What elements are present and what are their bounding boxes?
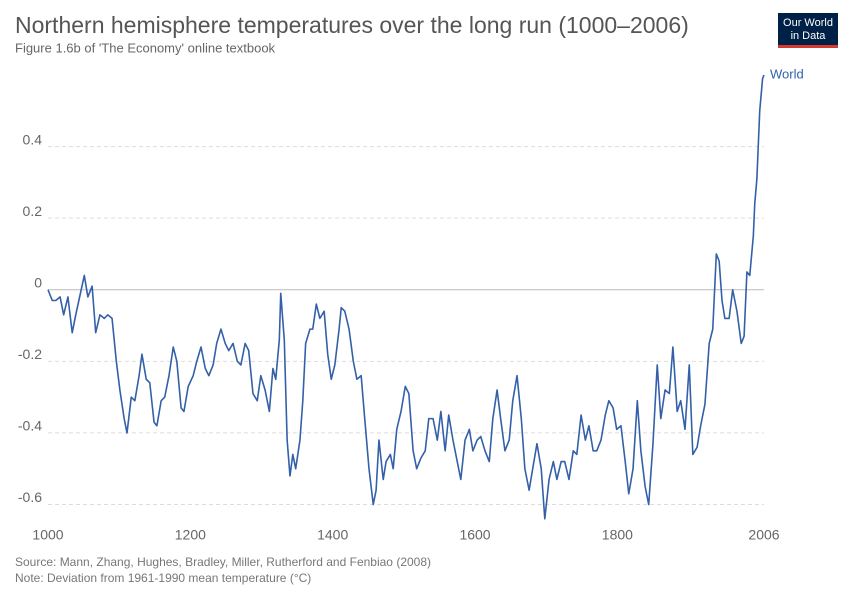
logo-bar — [778, 45, 838, 48]
x-tick-label: 1200 — [175, 527, 206, 543]
chart-title: Northern hemisphere temperatures over th… — [15, 12, 689, 38]
chart-subtitle: Figure 1.6b of 'The Economy' online text… — [15, 40, 276, 55]
line — [47, 74, 765, 520]
logo-text: Our World — [783, 17, 833, 29]
logo[interactable]: Our World in Data — [778, 13, 838, 48]
y-tick-label: -0.6 — [18, 489, 42, 505]
x-tick-label: 1600 — [459, 527, 490, 543]
y-tick-label: -0.4 — [18, 418, 42, 434]
legend-label: World — [770, 66, 804, 81]
y-tick-label: 0 — [34, 274, 42, 290]
source-note: Source: Mann, Zhang, Hughes, Bradley, Mi… — [15, 555, 431, 569]
footnote: Note: Deviation from 1961-1990 mean temp… — [15, 571, 311, 585]
x-tick-label: 1000 — [32, 527, 63, 543]
y-tick-label: -0.2 — [18, 346, 42, 362]
y-tick-label: 0.2 — [23, 203, 43, 219]
logo-box — [778, 13, 838, 48]
x-tick-label: 1800 — [602, 527, 633, 543]
logo-text: in Data — [791, 30, 827, 42]
y-tick-label: 0.4 — [23, 131, 43, 147]
x-tick-label: 2006 — [748, 527, 779, 543]
x-tick-label: 1400 — [317, 527, 348, 543]
